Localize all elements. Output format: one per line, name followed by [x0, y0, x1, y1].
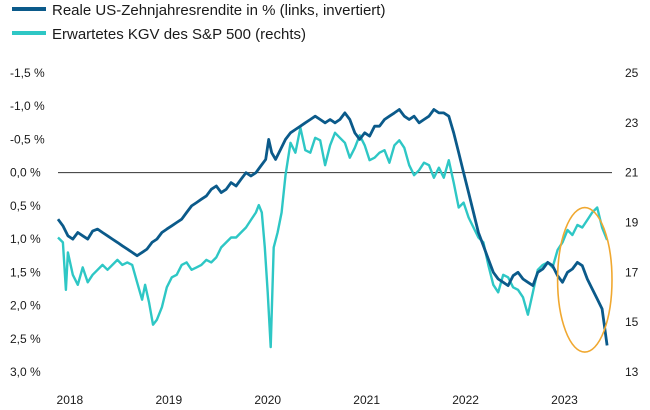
x-axis: 2018 2019 2020 2021 2022 2023	[57, 393, 579, 407]
left-tick-label: 0,5 %	[10, 199, 41, 213]
left-tick-label: 0,0 %	[10, 166, 41, 180]
legend-swatch-yield	[12, 7, 46, 11]
left-tick-label: 2,5 %	[10, 332, 41, 346]
x-tick-label: 2019	[155, 393, 182, 407]
right-tick-label: 15	[625, 315, 639, 329]
left-tick-label: -1,0 %	[10, 99, 45, 113]
right-axis: 13 15 17 19 21 23 25	[625, 66, 639, 379]
x-tick-label: 2018	[57, 393, 84, 407]
left-tick-label: -1,5 %	[10, 66, 45, 80]
x-tick-label: 2020	[254, 393, 281, 407]
x-tick-label: 2021	[353, 393, 380, 407]
right-tick-label: 19	[625, 216, 639, 230]
left-tick-label: 1,0 %	[10, 232, 41, 246]
series-line-pe	[57, 126, 609, 349]
left-tick-label: -0,5 %	[10, 132, 45, 146]
right-tick-label: 21	[625, 166, 639, 180]
legend-label-pe: Erwartetes KGV des S&P 500 (rechts)	[52, 26, 306, 43]
right-tick-label: 23	[625, 116, 639, 130]
right-tick-label: 13	[625, 365, 639, 379]
x-tick-label: 2023	[551, 393, 578, 407]
left-tick-label: 1,5 %	[10, 265, 41, 279]
series-line-yield	[56, 108, 609, 346]
highlight-ellipse	[556, 206, 613, 353]
legend-swatch-pe	[12, 31, 46, 35]
left-tick-label: 3,0 %	[10, 365, 41, 379]
legend-label-yield: Reale US-Zehnjahresrendite in % (links, …	[52, 2, 385, 19]
left-tick-label: 2,0 %	[10, 299, 41, 313]
legend: Reale US-Zehnjahresrendite in % (links, …	[12, 2, 385, 43]
right-tick-label: 25	[625, 66, 639, 80]
left-axis: -1,5 % -1,0 % -0,5 % 0,0 % 0,5 % 1,0 % 1,5 % 2,…	[10, 66, 45, 379]
x-tick-label: 2022	[452, 393, 479, 407]
right-tick-label: 17	[625, 265, 639, 279]
